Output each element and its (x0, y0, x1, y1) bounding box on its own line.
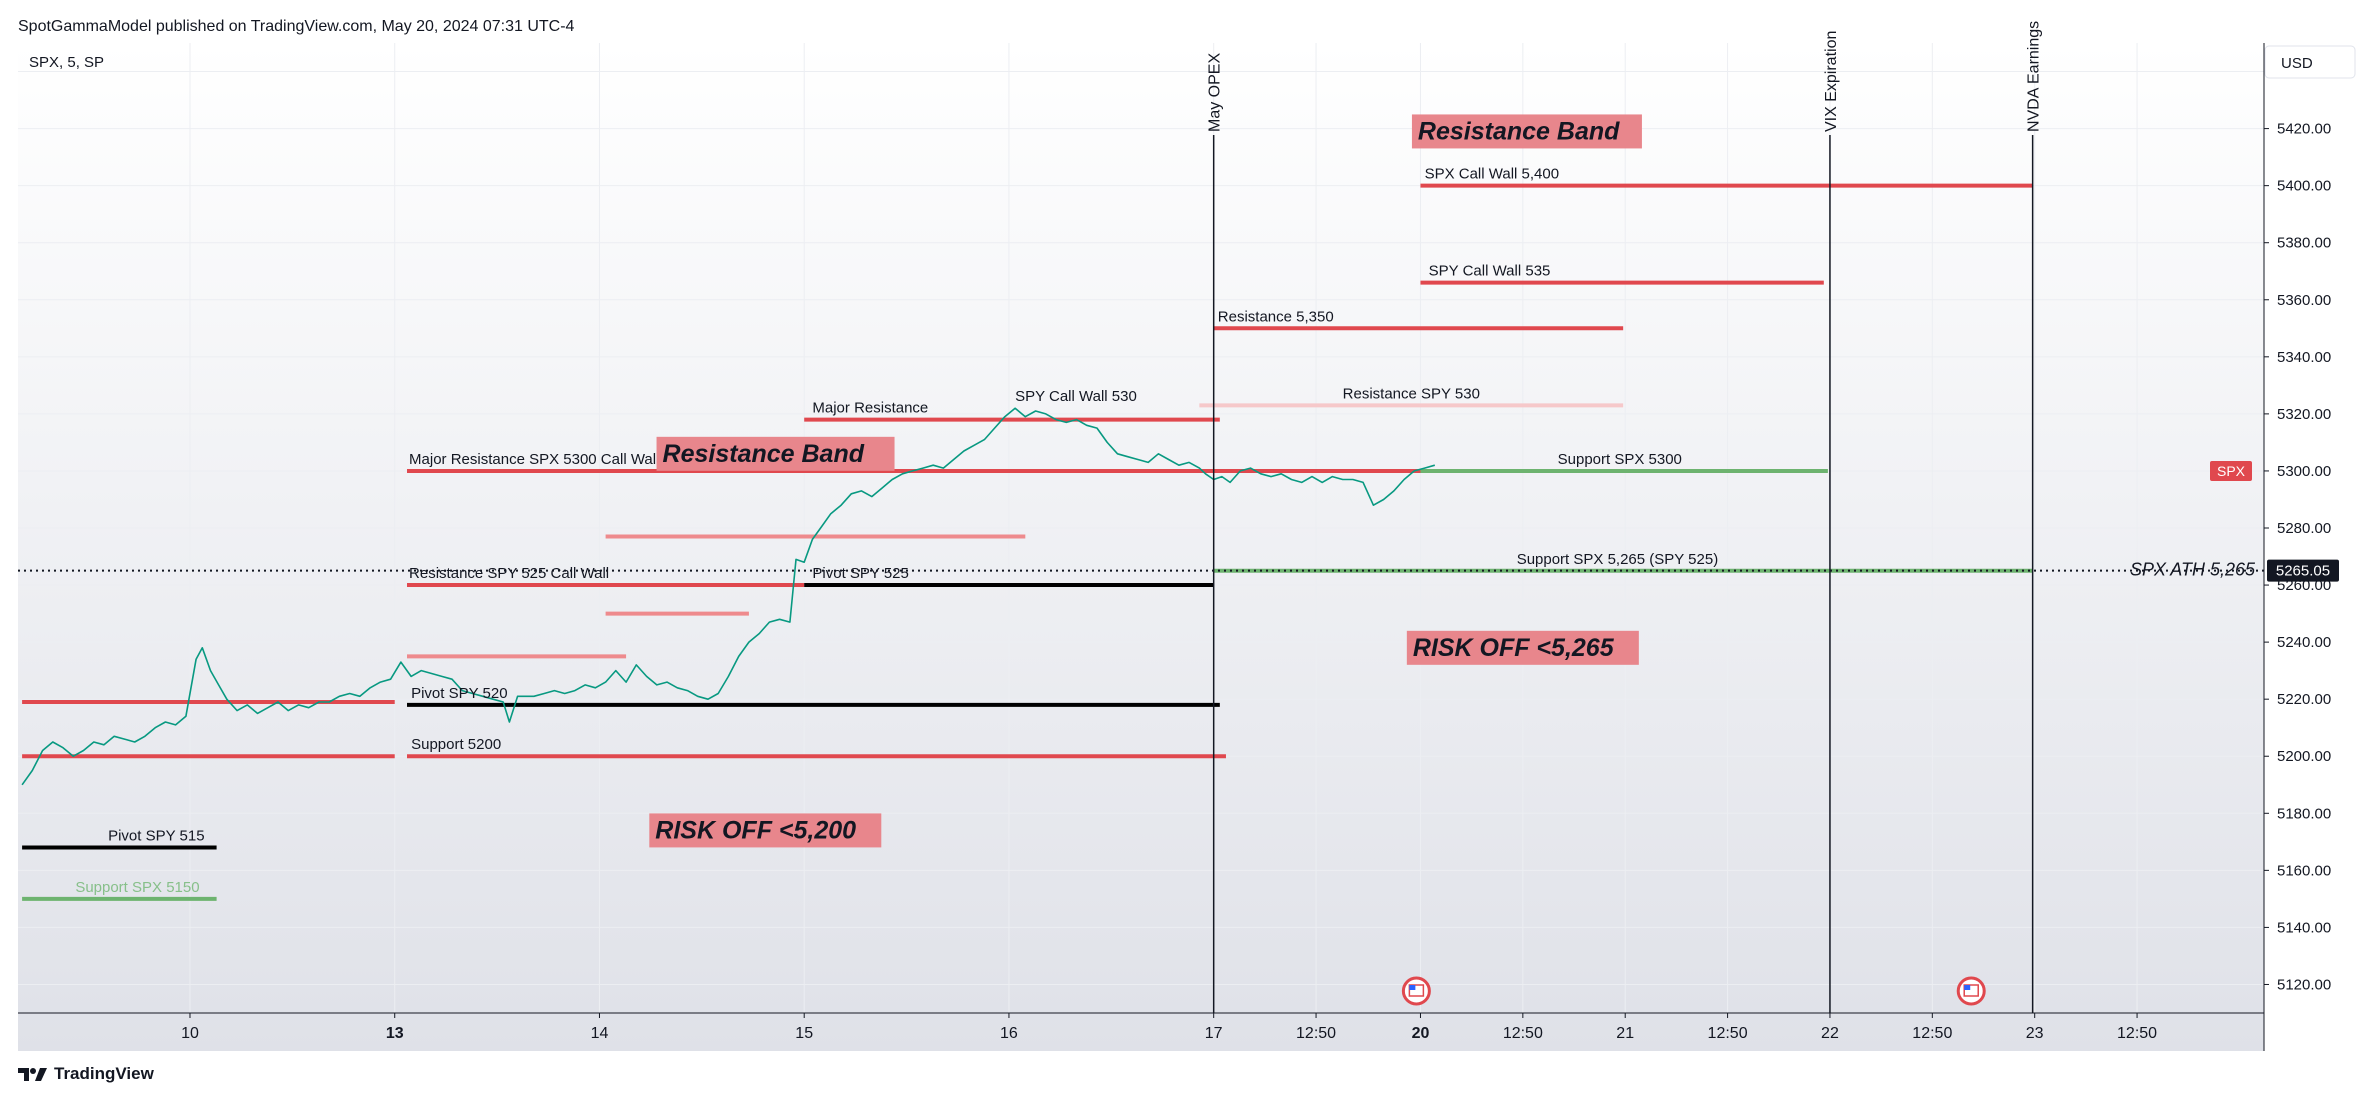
time-tick-label: 12:50 (1912, 1025, 1952, 1042)
level-label: SPX Call Wall 5,400 (1425, 166, 1560, 183)
price-tick-label: 5380.00 (2277, 235, 2331, 252)
time-tick-label: 12:50 (1296, 1025, 1336, 1042)
last-price-tag[interactable] (2210, 460, 2252, 481)
level-lines (18, 183, 2264, 901)
ath-price-badge[interactable] (2267, 559, 2339, 582)
band-box[interactable] (1406, 630, 1639, 665)
time-tick-label: 10 (181, 1025, 199, 1042)
price-tick-label: 5220.00 (2277, 691, 2331, 708)
brand-name: TradingView (54, 1064, 154, 1083)
event-label: NVDA Earnings (2026, 21, 2043, 132)
time-tick-label: 14 (591, 1025, 609, 1042)
level-label: Major Resistance SPX 5300 Call Wall (409, 451, 659, 468)
price-tick-label: 5280.00 (2277, 520, 2331, 537)
level-labels: Pivot SPY 515 Support SPX 5150 Pivot SPY 5… (75, 166, 2256, 896)
price-tick-label: 5180.00 (2277, 805, 2331, 822)
time-tick-label: 15 (795, 1025, 813, 1042)
event-markers: May OPEX VIX Expiration NVDA Earnings (1207, 21, 2043, 1013)
tradingview-logo-icon (18, 1068, 47, 1081)
price-line[interactable] (21, 407, 1436, 786)
time-tick-label: 20 (1412, 1025, 1430, 1042)
time-tick-label: 23 (2026, 1025, 2044, 1042)
currency-button[interactable]: USD (2264, 45, 2356, 79)
price-tick-label: 5140.00 (2277, 919, 2331, 936)
level-label: SPY Call Wall 530 (1015, 388, 1137, 405)
level-label: Resistance SPY 530 (1343, 385, 1480, 402)
symbol-label: SPX, 5, SP (29, 54, 104, 71)
band-label: RISK OFF <5,200 (655, 816, 856, 844)
price-tick-label: 5360.00 (2277, 292, 2331, 309)
price-tick-label: 5120.00 (2277, 976, 2331, 993)
band-label: RISK OFF <5,265 (1413, 634, 1615, 662)
price-series (21, 407, 1436, 786)
ath-label: SPX ATH 5,265 (2130, 560, 2256, 580)
time-tick-label: 13 (386, 1025, 404, 1042)
band-box[interactable] (656, 436, 895, 471)
price-tick-label: 5240.00 (2277, 634, 2331, 651)
price-tick-label: 5420.00 (2277, 121, 2331, 138)
flag-canton-icon (1964, 985, 1971, 990)
time-tick-label: 17 (1205, 1025, 1223, 1042)
ath-price-badge-text: 5265.05 (2276, 563, 2330, 580)
price-tick-label: 5200.00 (2277, 748, 2331, 765)
price-tick-label: 5320.00 (2277, 406, 2331, 423)
level-label: Support SPX 5,265 (SPY 525) (1517, 551, 1719, 568)
level-label: Resistance SPY 525 Call Wall (409, 565, 609, 582)
price-tick-label: 5400.00 (2277, 178, 2331, 195)
level-label: Support SPX 5300 (1558, 451, 1682, 468)
event-label: VIX Expiration (1823, 31, 1840, 132)
price-tick-label: 5160.00 (2277, 862, 2331, 879)
level-label: Major Resistance (812, 400, 928, 417)
level-label: Pivot SPY 520 (411, 685, 507, 702)
price-tick-label: 5340.00 (2277, 349, 2331, 366)
band-labels: Resistance Band Resistance Band RISK OFF <… (649, 114, 1642, 848)
event-label: May OPEX (1207, 53, 1224, 132)
footer: TradingView (18, 1062, 154, 1086)
band-box[interactable] (1411, 114, 1642, 149)
plot-background (18, 43, 2264, 1051)
level-label: SPY Call Wall 535 (1429, 263, 1551, 280)
axes: 5120.00 5140.00 5160.00 5180.00 5200.00 5220.… (18, 43, 2339, 1051)
flag-stripes-icon (1963, 984, 1979, 997)
level-label: Pivot SPY 525 (812, 565, 908, 582)
time-tick-label: 12:50 (1503, 1025, 1543, 1042)
band-label: Resistance Band (1418, 117, 1620, 145)
publisher-header: SpotGammaModel published on TradingView.… (18, 18, 575, 35)
band-label: Resistance Band (663, 440, 865, 468)
flag-canton-icon (1409, 985, 1416, 990)
level-label: Support 5200 (411, 736, 501, 753)
time-tick-label: 21 (1616, 1025, 1634, 1042)
level-label: Pivot SPY 515 (108, 828, 204, 845)
price-tick-label: 5300.00 (2277, 463, 2331, 480)
time-tick-label: 16 (1000, 1025, 1018, 1042)
time-tick-label: 12:50 (2117, 1025, 2157, 1042)
band-box[interactable] (649, 813, 882, 848)
time-tick-label: 12:50 (1708, 1025, 1748, 1042)
level-label: Resistance 5,350 (1218, 308, 1334, 325)
level-label: Support SPX 5150 (75, 879, 199, 896)
currency-label: USD (2281, 55, 2313, 72)
flag-stripes-icon (1408, 984, 1425, 997)
time-tick-label: 22 (1821, 1025, 1839, 1042)
last-price-tag-text: SPX (2217, 463, 2246, 479)
